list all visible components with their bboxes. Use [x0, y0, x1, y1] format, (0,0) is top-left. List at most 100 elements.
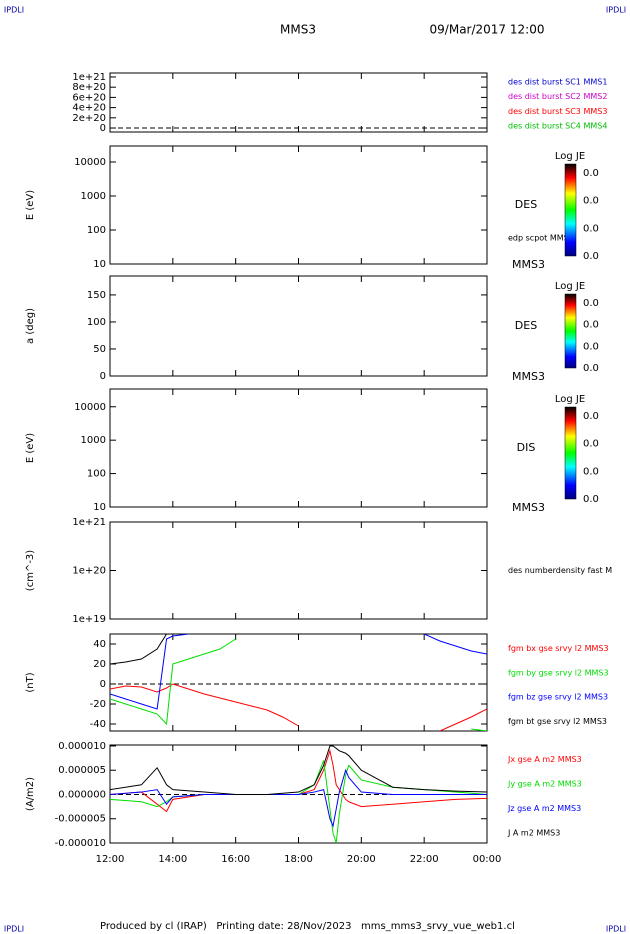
series-line: [110, 634, 167, 665]
colorbar-label: 0.0: [583, 411, 599, 422]
y-tick-label: 1000: [81, 435, 106, 446]
x-tick-label: 20:00: [347, 854, 376, 865]
colorbar-label: 0.0: [583, 341, 599, 352]
colorbar-label: 0.0: [583, 298, 599, 309]
instrument-label: DES: [515, 319, 537, 332]
colorbar-label: 0.0: [583, 320, 599, 331]
legend-entry: Jz gse A m2 MMS3: [507, 804, 581, 813]
spacecraft-label: MMS3: [512, 370, 545, 383]
colorbar-label: 0.0: [583, 251, 599, 262]
y-tick-label: 1000: [81, 191, 106, 202]
series-line: [110, 768, 487, 828]
y-axis-label: (A/m2): [25, 777, 36, 811]
colorbar: [564, 293, 577, 369]
instrument-label: DIS: [517, 441, 536, 454]
y-tick-label: 1e+19: [72, 614, 106, 625]
x-tick-label: 12:00: [96, 854, 125, 865]
y-tick-label: -0.000010: [55, 838, 106, 849]
x-tick-label: 18:00: [284, 854, 313, 865]
x-tick-label: 16:00: [221, 854, 250, 865]
y-tick-label: -0.000005: [55, 814, 106, 825]
y-tick-label: 20: [93, 659, 106, 670]
date: 09/Mar/2017 12:00: [430, 23, 545, 37]
panel-frame: [109, 633, 488, 732]
y-tick-label: 10: [93, 259, 106, 270]
colorbar-label: 0.0: [583, 223, 599, 234]
y-tick-label: 0: [100, 123, 106, 134]
y-tick-label: 50: [93, 344, 106, 355]
panel-frame: [109, 72, 488, 133]
colorbar-label: 0.0: [583, 466, 599, 477]
y-tick-label: -20: [90, 699, 106, 710]
panel-frame: [109, 145, 488, 265]
panel-frame: [109, 275, 488, 377]
y-axis-label: (cm^-3): [25, 550, 36, 591]
colorbar: [564, 163, 577, 257]
legend-entry: des dist burst SC2 MMS2: [508, 92, 607, 101]
y-tick-label: 10000: [74, 402, 106, 413]
y-tick-label: 40: [93, 639, 106, 650]
colorbar-label: 0.0: [583, 196, 599, 207]
legend-entry: des dist burst SC4 MMS4: [508, 122, 607, 131]
series-line: [110, 638, 487, 731]
colorbar: [564, 406, 577, 500]
y-tick-label: 100: [87, 317, 106, 328]
colorbar-title: Log JE: [555, 281, 585, 292]
panel-note: des numberdensity fast M: [508, 566, 612, 575]
legend-entry: Jy gse A m2 MMS3: [507, 780, 582, 789]
spacecraft-label: MMS3: [512, 258, 545, 271]
y-tick-label: 100: [87, 469, 106, 480]
spacecraft-label: MMS3: [512, 501, 545, 514]
y-tick-label: 1e+21: [72, 72, 106, 83]
y-tick-label: 0.000010: [58, 741, 106, 752]
y-tick-label: 1e+20: [72, 566, 106, 577]
legend-entry: fgm bz gse srvy l2 MMS3: [508, 693, 608, 702]
panel-frame: [109, 388, 488, 508]
colorbar-title: Log JE: [555, 151, 585, 162]
panel-frame: [109, 521, 488, 620]
footer: Produced by cl (IRAP) Printing date: 28/…: [100, 921, 515, 932]
y-tick-label: 0.000005: [58, 765, 106, 776]
corner-mark: IPDLI: [4, 6, 24, 15]
y-axis-label: E (eV): [25, 190, 36, 220]
series-line: [110, 745, 487, 795]
corner-mark: IPDLI: [4, 925, 24, 934]
panel-note: edp scpot MMS3: [508, 234, 574, 243]
colorbar-label: 0.0: [583, 494, 599, 505]
y-tick-label: 10: [93, 502, 106, 513]
y-tick-label: 6e+20: [72, 92, 106, 103]
y-tick-label: 10000: [74, 157, 106, 168]
y-tick-label: 0: [100, 371, 106, 382]
legend-entry: fgm bx gse srvy l2 MMS3: [508, 644, 609, 653]
corner-mark: IPDLI: [606, 925, 626, 934]
legend-entry: des dist burst SC3 MMS3: [508, 107, 607, 116]
y-axis-label: (nT): [25, 672, 36, 692]
series-line: [110, 748, 487, 813]
y-axis-label: E (eV): [25, 433, 36, 463]
y-tick-label: 1e+21: [72, 517, 106, 528]
instrument-label: DES: [515, 198, 537, 211]
y-tick-label: 2e+20: [72, 113, 106, 124]
y-tick-label: 8e+20: [72, 82, 106, 93]
y-tick-label: 100: [87, 225, 106, 236]
y-tick-label: 0.000000: [58, 789, 106, 800]
colorbar-label: 0.0: [583, 439, 599, 450]
y-tick-label: 0: [100, 679, 106, 690]
y-axis-label: a (deg): [25, 308, 36, 344]
colorbar-title: Log JE: [555, 394, 585, 405]
legend-entry: J A m2 MMS3: [507, 829, 560, 838]
colorbar-label: 0.0: [583, 363, 599, 374]
series-line: [110, 683, 487, 731]
y-tick-label: 150: [87, 290, 106, 301]
legend-entry: fgm bt gse srvy l2 MMS3: [508, 717, 607, 726]
y-tick-label: 4e+20: [72, 103, 106, 114]
y-tick-label: -40: [90, 719, 106, 730]
corner-mark: IPDLI: [606, 6, 626, 15]
x-tick-label: 00:00: [473, 854, 502, 865]
x-tick-label: 14:00: [158, 854, 187, 865]
series-line: [110, 634, 487, 710]
title: MMS3: [280, 23, 316, 37]
legend-entry: fgm by gse srvy l2 MMS3: [508, 668, 609, 677]
legend-entry: Jx gse A m2 MMS3: [507, 755, 582, 764]
